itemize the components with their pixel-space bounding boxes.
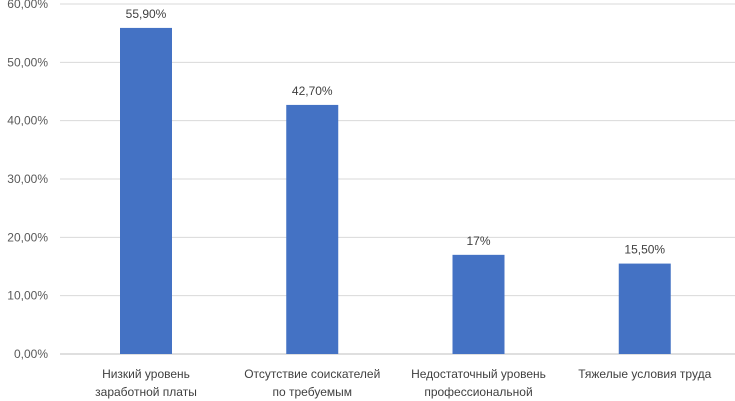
category-label: Низкий уровень заработной платы — [95, 367, 197, 399]
data-label: 42,70% — [292, 84, 333, 98]
category-label: Недостаточный уровень профессиональной — [411, 367, 546, 399]
y-tick-label: 30,00% — [7, 172, 48, 186]
y-tick-label: 40,00% — [7, 114, 48, 128]
bar — [452, 254, 505, 354]
bar — [618, 263, 671, 354]
y-axis: 0,00% 10,00% 20,00% 30,00% 40,00% 50,00% 60,00… — [7, 0, 48, 361]
x-axis: Низкий уровень заработной платы Отсутствие… — [95, 367, 711, 399]
data-label: 55,90% — [126, 7, 167, 21]
gridlines — [60, 3, 735, 355]
y-tick-label: 20,00% — [7, 230, 48, 244]
category-label: Отсутствие соискателей по требуемым — [244, 367, 380, 399]
y-tick-label: 60,00% — [7, 0, 48, 11]
y-tick-label: 50,00% — [7, 55, 48, 69]
bar — [120, 27, 172, 355]
data-label: 15,50% — [624, 243, 665, 257]
data-labels: 55,90% 42,70% 17% 15,50% — [126, 7, 666, 257]
data-label: 17% — [466, 234, 490, 248]
bars — [120, 27, 671, 355]
bar — [286, 104, 339, 355]
y-tick-label: 0,00% — [14, 347, 48, 361]
category-label: Тяжелые условия труда — [578, 367, 711, 381]
y-tick-label: 10,00% — [7, 289, 48, 303]
